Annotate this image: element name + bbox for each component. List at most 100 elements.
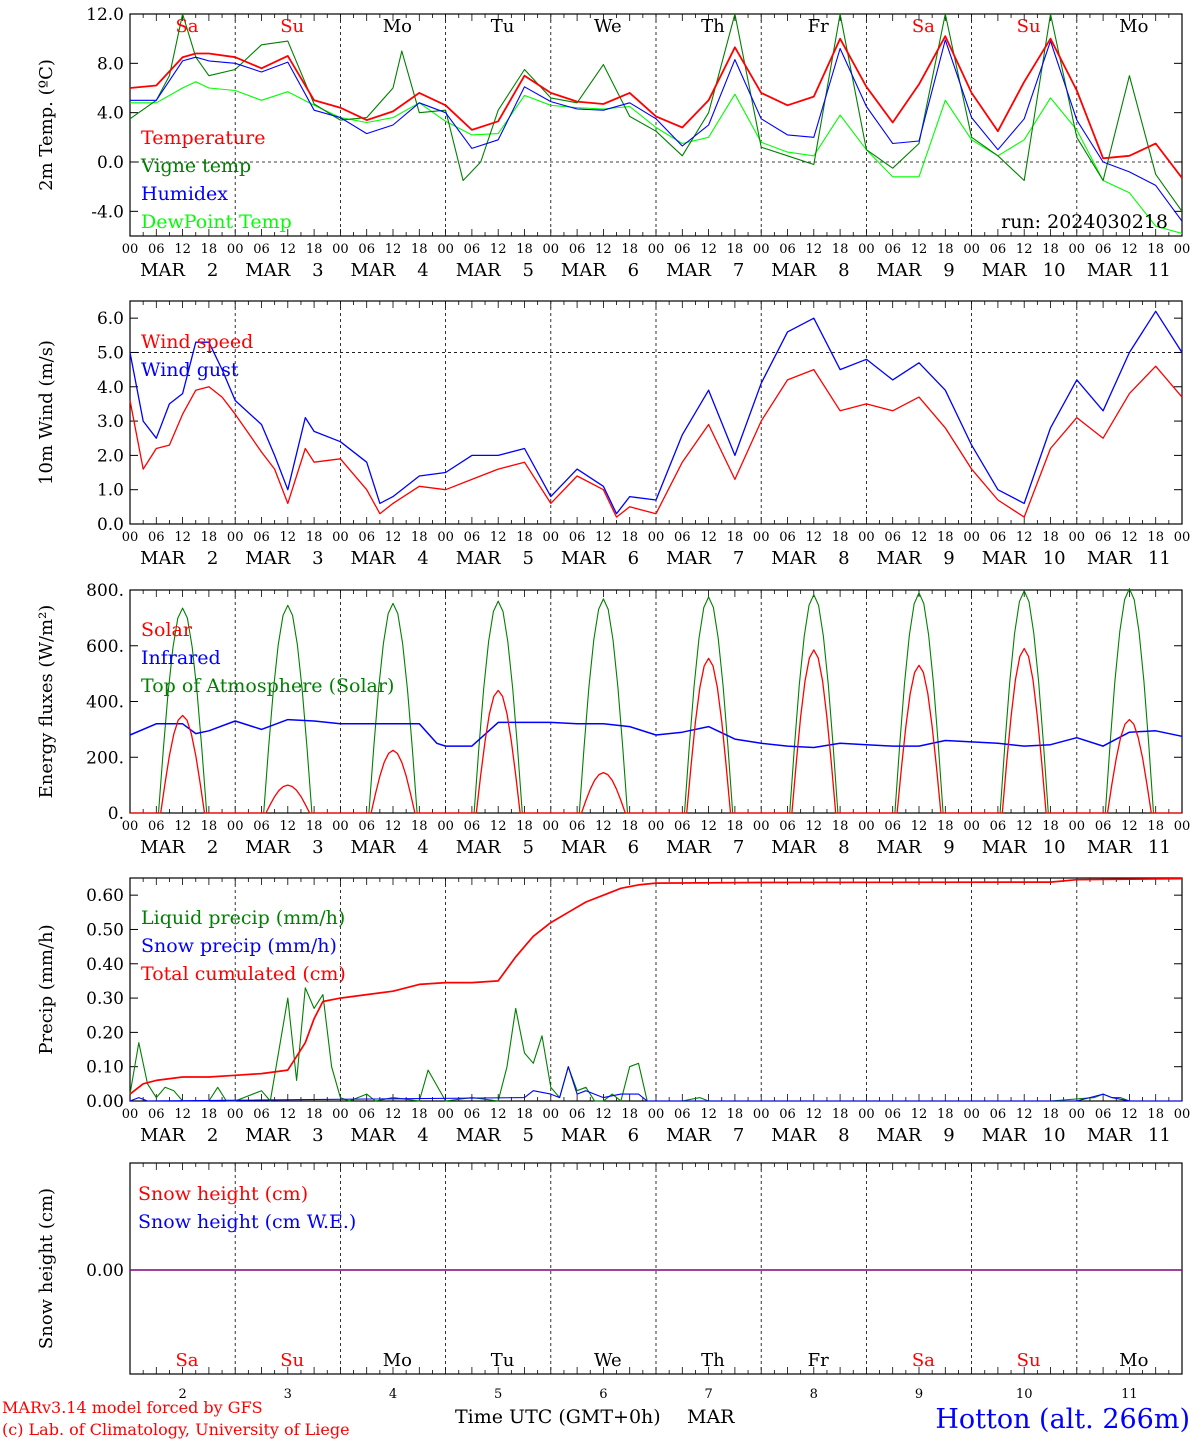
date-label: 4 (417, 1125, 428, 1146)
date-label: 7 (733, 548, 744, 569)
month-label: MAR (456, 837, 501, 858)
hour-tick-label: 00 (963, 1107, 980, 1122)
hour-tick-label: 18 (1042, 530, 1059, 545)
legend-entry: Snow precip (mm/h) (141, 935, 337, 957)
hour-tick-label: 18 (411, 530, 428, 545)
infrared-line (129, 718, 1183, 749)
series-line-1 (130, 14, 1182, 212)
legend-entry: Vigne temp (140, 155, 251, 177)
day-name: Su (1017, 16, 1041, 37)
y-tick-label: 0.20 (86, 1023, 124, 1043)
y-axis-label: 2m Temp. (ºC) (36, 59, 57, 191)
hour-tick-label: 12 (1016, 530, 1033, 545)
month-label: MAR (771, 548, 816, 569)
hour-tick-label: 06 (464, 819, 481, 834)
month-label: MAR (877, 837, 922, 858)
y-tick-label: 2.0 (97, 446, 124, 466)
legend-entry: Total cumulated (cm) (141, 963, 346, 985)
month-label: MAR (245, 260, 290, 281)
hour-tick-label: 12 (385, 242, 402, 257)
day-name: Su (280, 1350, 304, 1371)
y-tick-label: 5.0 (97, 343, 124, 363)
y-tick-label: 0.00 (86, 1261, 124, 1281)
hour-tick-label: 00 (753, 819, 770, 834)
date-number: 6 (599, 1387, 607, 1402)
y-tick-label: 0.0 (97, 515, 124, 535)
hour-tick-label: 12 (806, 242, 823, 257)
date-label: 6 (628, 548, 639, 569)
hour-tick-label: 18 (1147, 242, 1164, 257)
legend-entry: Wind speed (141, 331, 253, 353)
temperature-panel: 00 06 12 18 MAR 2 00 06 12 18 MAR 3 00 06 12 18 MAR 4 00 06… (36, 5, 1190, 281)
hour-tick-label: 12 (1121, 530, 1138, 545)
hour-tick-label: 18 (727, 242, 744, 257)
hour-tick-label: 18 (937, 1107, 954, 1122)
hour-tick-label: 18 (937, 530, 954, 545)
run-annotation: run: 2024030218 (1001, 211, 1168, 233)
y-tick-label: 1.0 (97, 481, 124, 501)
day-name: Su (280, 16, 304, 37)
date-number: 2 (178, 1387, 186, 1402)
date-label: 2 (207, 260, 218, 281)
hour-tick-label: 00 (753, 530, 770, 545)
date-label: 9 (943, 1125, 954, 1146)
month-label: MAR (1087, 837, 1132, 858)
hour-tick-label: 12 (911, 1107, 928, 1122)
hour-tick-label: 06 (464, 242, 481, 257)
date-number: 4 (389, 1387, 397, 1402)
hour-tick-label: 12 (595, 530, 612, 545)
hour-tick-label: 12 (911, 819, 928, 834)
legend-entry: Wind gust (141, 359, 239, 381)
y-tick-label: 0.60 (86, 886, 124, 906)
hour-tick-label: 12 (806, 530, 823, 545)
hour-tick-label: 00 (332, 1107, 349, 1122)
hour-tick-label: 06 (1095, 530, 1112, 545)
y-tick-label: 6.0 (97, 309, 124, 329)
month-label: MAR (561, 1125, 606, 1146)
month-label: MAR (456, 260, 501, 281)
hour-tick-label: 06 (464, 1107, 481, 1122)
wind-panel: 00 06 12 18 MAR 2 00 06 12 18 MAR 3 00 06 12 18 MAR 4 00 06… (36, 300, 1191, 569)
hour-tick-label: 00 (963, 530, 980, 545)
day-name: Tu (491, 16, 515, 37)
hour-tick-label: 12 (1121, 242, 1138, 257)
hour-tick-label: 06 (148, 1107, 165, 1122)
hour-tick-label: 00 (963, 242, 980, 257)
hour-tick-label: 06 (358, 1107, 375, 1122)
hour-tick-label: 06 (148, 530, 165, 545)
hour-tick-label: 18 (727, 1107, 744, 1122)
date-label: 3 (312, 837, 323, 858)
date-label: 6 (628, 1125, 639, 1146)
station-name: Hotton (alt. 266m) (935, 1404, 1190, 1435)
hour-tick-label: 12 (595, 1107, 612, 1122)
month-label: MAR (1087, 548, 1132, 569)
day-name: Th (701, 1350, 725, 1371)
month-label: MAR (982, 260, 1027, 281)
hour-tick-label: 18 (201, 530, 218, 545)
model-credit: MARv3.14 model forced by GFS (2, 1398, 263, 1417)
day-name: Th (701, 16, 725, 37)
hour-tick-label: 00 (1174, 530, 1191, 545)
month-label: MAR (245, 837, 290, 858)
hour-tick-label: 18 (621, 530, 638, 545)
hour-tick-label: 12 (490, 819, 507, 834)
solar-line (130, 647, 1182, 814)
month-label: MAR (982, 1125, 1027, 1146)
month-label: MAR (245, 548, 290, 569)
hour-tick-label: 12 (1016, 242, 1033, 257)
legend-entry: Humidex (141, 183, 228, 205)
hour-tick-label: 18 (201, 819, 218, 834)
plot-frame (129, 589, 1183, 814)
hour-tick-label: 12 (385, 1107, 402, 1122)
hour-tick-label: 18 (1042, 1107, 1059, 1122)
hour-tick-label: 18 (516, 819, 533, 834)
hour-tick-label: 00 (437, 819, 454, 834)
hour-tick-label: 00 (437, 1107, 454, 1122)
day-name: Sa (912, 1350, 935, 1371)
hour-tick-label: 18 (1147, 530, 1164, 545)
hour-tick-label: 18 (1147, 819, 1164, 834)
date-label: 5 (522, 1125, 533, 1146)
date-label: 8 (838, 260, 849, 281)
date-label: 4 (417, 260, 428, 281)
